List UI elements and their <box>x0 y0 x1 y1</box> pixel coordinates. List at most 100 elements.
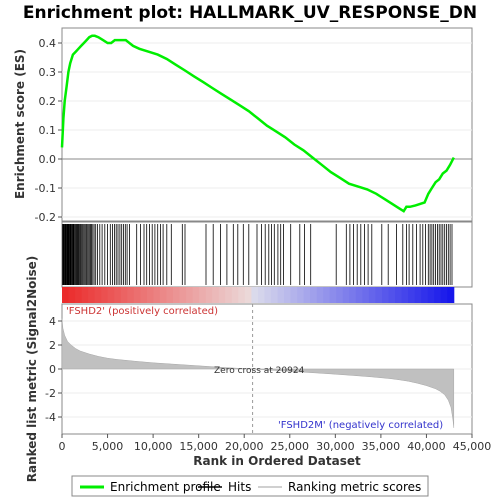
colorbar-segment <box>94 287 102 303</box>
x-tick-label: 30,000 <box>316 440 355 453</box>
colorbar-segment <box>434 287 442 303</box>
colorbar-segment <box>408 287 416 303</box>
legend-label: Enrichment profile <box>110 480 221 494</box>
x-tick-label: 25,000 <box>271 440 310 453</box>
colorbar-segment <box>81 287 89 303</box>
colorbar-segment <box>368 287 376 303</box>
colorbar-segment <box>192 287 200 303</box>
x-tick-label: 0 <box>59 440 66 453</box>
colorbar-segment <box>421 287 429 303</box>
colorbar-segment <box>375 287 383 303</box>
es-tick-label: -0.1 <box>35 182 56 195</box>
colorbar-segment <box>186 287 194 303</box>
es-tick-label: 0.2 <box>39 95 57 108</box>
x-tick-label: 35,000 <box>362 440 401 453</box>
metric-y-axis-label: Ranked list metric (Signal2Noise) <box>25 256 39 483</box>
metric-tick-label: 4 <box>49 315 56 328</box>
enrichment-profile-line <box>60 34 455 213</box>
ranking-metric-area <box>61 318 455 428</box>
x-axis-label: Rank in Ordered Dataset <box>193 454 361 468</box>
colorbar-segment <box>120 287 128 303</box>
metric-y-ticks: -4 -2 0 2 4 <box>45 315 62 424</box>
colorbar-segment <box>173 287 181 303</box>
colorbar-segment <box>395 287 403 303</box>
colorbar-segment <box>153 287 161 303</box>
hit-marks <box>62 224 453 285</box>
colorbar-segment <box>277 287 285 303</box>
colorbar-segment <box>264 287 272 303</box>
colorbar-segment <box>329 287 337 303</box>
colorbar-segment <box>303 287 311 303</box>
colorbar-segment <box>427 287 435 303</box>
colorbar-segment <box>140 287 148 303</box>
zero-cross-label: Zero cross at 20924 <box>214 366 305 376</box>
x-tick-label: 10,000 <box>134 440 173 453</box>
x-tick-label: 15,000 <box>179 440 218 453</box>
x-tick-label: 5,000 <box>92 440 124 453</box>
es-tick-label: 0.4 <box>39 37 57 50</box>
colorbar-segment <box>270 287 278 303</box>
colorbar-segment <box>251 287 259 303</box>
legend: Enrichment profile Hits Ranking metric sco… <box>80 480 421 494</box>
colorbar-segment <box>159 287 167 303</box>
x-ticks: 0 5,000 10,000 15,000 20,000 25,000 30,000 35,0… <box>59 434 492 453</box>
es-tick-label: 0.0 <box>39 153 57 166</box>
colorbar-segment <box>440 287 448 303</box>
colorbar-segment <box>401 287 409 303</box>
colorbar-segment <box>205 287 213 303</box>
colorbar-segment <box>107 287 115 303</box>
legend-box <box>71 475 429 497</box>
es-y-ticks: -0.2 -0.1 0.0 0.1 0.2 0.3 0.4 <box>35 37 62 224</box>
colorbar-segment <box>414 287 422 303</box>
colorbar-segment <box>101 287 109 303</box>
colorbar-segment <box>225 287 233 303</box>
colorbar-segment <box>257 287 265 303</box>
es-tick-label: 0.3 <box>39 66 57 79</box>
colorbar-segment <box>284 287 292 303</box>
colorbar-segment <box>218 287 226 303</box>
colorbar-segment <box>382 287 390 303</box>
colorbar-segment <box>316 287 324 303</box>
colorbar-segment <box>133 287 141 303</box>
es-grid <box>62 42 472 218</box>
colorbar-segment <box>212 287 220 303</box>
colorbar-segment <box>342 287 350 303</box>
chart-title: Enrichment plot: HALLMARK_UV_RESPONSE_DN <box>23 3 477 23</box>
x-tick-label: 40,000 <box>407 440 446 453</box>
colorbar-segment <box>297 287 305 303</box>
colorbar-segment <box>244 287 252 303</box>
colorbar-segment <box>310 287 318 303</box>
colorbar-segment <box>349 287 357 303</box>
colorbar-segment <box>238 287 246 303</box>
positive-correlation-label: 'FSHD2' (positively correlated) <box>66 306 218 317</box>
colorbar-segment <box>199 287 207 303</box>
colorbar-segment <box>447 287 455 303</box>
es-y-axis-label: Enrichment score (ES) <box>13 49 27 199</box>
colorbar-segment <box>127 287 135 303</box>
metric-tick-label: 0 <box>49 363 56 376</box>
colorbar-segment <box>146 287 154 303</box>
colorbar-segment <box>179 287 187 303</box>
colorbar-segment <box>323 287 331 303</box>
legend-label: Ranking metric scores <box>288 480 421 494</box>
metric-tick-label: -2 <box>45 387 56 400</box>
colorbar-segment <box>114 287 122 303</box>
es-tick-label: -0.2 <box>35 211 56 224</box>
colorbar-segment <box>68 287 76 303</box>
metric-tick-label: -4 <box>45 411 56 424</box>
es-tick-label: 0.1 <box>39 124 57 137</box>
colorbar-segment <box>362 287 370 303</box>
colorbar-segment <box>166 287 174 303</box>
colorbar-segment <box>388 287 396 303</box>
rank-colorbar <box>62 287 455 303</box>
x-tick-label: 20,000 <box>225 440 264 453</box>
colorbar-segment <box>290 287 298 303</box>
metric-tick-label: 2 <box>49 339 56 352</box>
colorbar-segment <box>88 287 96 303</box>
colorbar-segment <box>62 287 70 303</box>
negative-correlation-label: 'FSHD2M' (negatively correlated) <box>278 420 443 431</box>
colorbar-segment <box>231 287 239 303</box>
legend-label: Hits <box>228 480 251 494</box>
x-tick-label: 45,000 <box>453 440 492 453</box>
